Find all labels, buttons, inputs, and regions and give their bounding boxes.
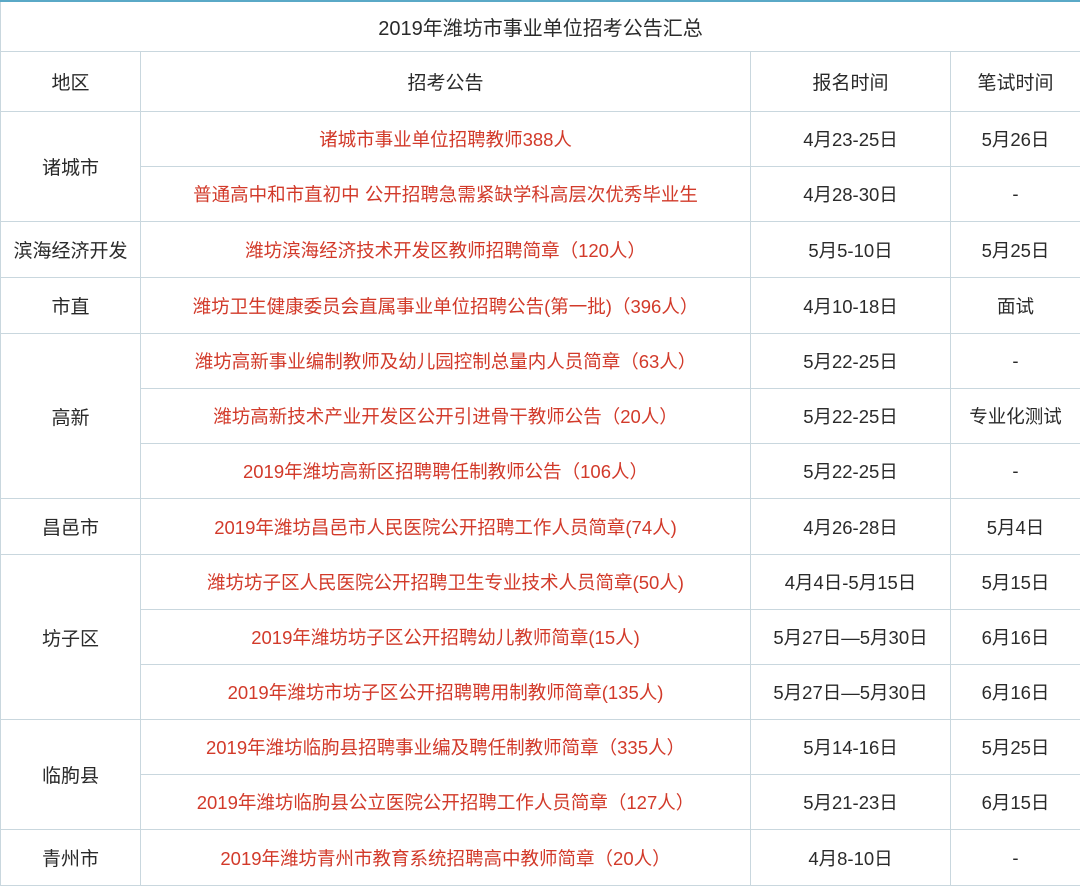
signup-time: 4月4日-5月15日: [751, 555, 951, 610]
exam-time: 5月25日: [951, 720, 1080, 775]
exam-time: -: [951, 334, 1080, 389]
region-cell: 滨海经济开发: [1, 222, 141, 278]
exam-time: 5月15日: [951, 555, 1080, 610]
table-row: 2019年潍坊市坊子区公开招聘聘用制教师简章(135人)5月27日—5月30日6…: [1, 665, 1080, 720]
signup-time: 5月22-25日: [751, 334, 951, 389]
signup-time: 5月22-25日: [751, 389, 951, 444]
table-row: 青州市2019年潍坊青州市教育系统招聘高中教师简章（20人）4月8-10日-: [1, 830, 1080, 886]
region-cell: 坊子区: [1, 555, 141, 720]
table-row: 临朐县2019年潍坊临朐县招聘事业编及聘任制教师简章（335人）5月14-16日…: [1, 720, 1080, 775]
col-header-region: 地区: [1, 52, 141, 112]
recruitment-table: 2019年潍坊市事业单位招考公告汇总 地区 招考公告 报名时间 笔试时间 诸城市…: [0, 0, 1080, 886]
region-cell: 临朐县: [1, 720, 141, 830]
announcement-link[interactable]: 2019年潍坊青州市教育系统招聘高中教师简章（20人）: [141, 830, 751, 886]
exam-time: -: [951, 444, 1080, 499]
table-row: 2019年潍坊高新区招聘聘任制教师公告（106人）5月22-25日-: [1, 444, 1080, 499]
region-cell: 诸城市: [1, 112, 141, 222]
table-row: 诸城市诸城市事业单位招聘教师388人4月23-25日5月26日: [1, 112, 1080, 167]
table-row: 2019年潍坊临朐县公立医院公开招聘工作人员简章（127人）5月21-23日6月…: [1, 775, 1080, 830]
exam-time: 5月4日: [951, 499, 1080, 555]
table-container: 2019年潍坊市事业单位招考公告汇总 地区 招考公告 报名时间 笔试时间 诸城市…: [0, 0, 1080, 886]
table-row: 潍坊高新技术产业开发区公开引进骨干教师公告（20人）5月22-25日专业化测试: [1, 389, 1080, 444]
signup-time: 4月23-25日: [751, 112, 951, 167]
signup-time: 5月22-25日: [751, 444, 951, 499]
signup-time: 5月21-23日: [751, 775, 951, 830]
table-row: 市直潍坊卫生健康委员会直属事业单位招聘公告(第一批)（396人）4月10-18日…: [1, 278, 1080, 334]
announcement-link[interactable]: 潍坊卫生健康委员会直属事业单位招聘公告(第一批)（396人）: [141, 278, 751, 334]
table-header-row: 地区 招考公告 报名时间 笔试时间: [1, 52, 1080, 112]
table-title-row: 2019年潍坊市事业单位招考公告汇总: [1, 1, 1080, 52]
announcement-link[interactable]: 潍坊高新技术产业开发区公开引进骨干教师公告（20人）: [141, 389, 751, 444]
announcement-link[interactable]: 2019年潍坊高新区招聘聘任制教师公告（106人）: [141, 444, 751, 499]
exam-time: 5月25日: [951, 222, 1080, 278]
announcement-link[interactable]: 2019年潍坊坊子区公开招聘幼儿教师简章(15人): [141, 610, 751, 665]
table-row: 坊子区潍坊坊子区人民医院公开招聘卫生专业技术人员简章(50人)4月4日-5月15…: [1, 555, 1080, 610]
announcement-link[interactable]: 2019年潍坊市坊子区公开招聘聘用制教师简章(135人): [141, 665, 751, 720]
signup-time: 5月5-10日: [751, 222, 951, 278]
signup-time: 4月26-28日: [751, 499, 951, 555]
table-title: 2019年潍坊市事业单位招考公告汇总: [1, 1, 1080, 52]
announcement-link[interactable]: 普通高中和市直初中 公开招聘急需紧缺学科高层次优秀毕业生: [141, 167, 751, 222]
signup-time: 4月10-18日: [751, 278, 951, 334]
exam-time: 6月16日: [951, 665, 1080, 720]
table-row: 普通高中和市直初中 公开招聘急需紧缺学科高层次优秀毕业生4月28-30日-: [1, 167, 1080, 222]
exam-time: -: [951, 830, 1080, 886]
announcement-link[interactable]: 2019年潍坊昌邑市人民医院公开招聘工作人员简章(74人): [141, 499, 751, 555]
table-row: 昌邑市2019年潍坊昌邑市人民医院公开招聘工作人员简章(74人)4月26-28日…: [1, 499, 1080, 555]
announcement-link[interactable]: 潍坊坊子区人民医院公开招聘卫生专业技术人员简章(50人): [141, 555, 751, 610]
signup-time: 5月14-16日: [751, 720, 951, 775]
announcement-link[interactable]: 潍坊滨海经济技术开发区教师招聘简章（120人）: [141, 222, 751, 278]
exam-time: -: [951, 167, 1080, 222]
signup-time: 4月28-30日: [751, 167, 951, 222]
col-header-exam: 笔试时间: [951, 52, 1080, 112]
exam-time: 5月26日: [951, 112, 1080, 167]
table-row: 高新潍坊高新事业编制教师及幼儿园控制总量内人员简章（63人）5月22-25日-: [1, 334, 1080, 389]
signup-time: 4月8-10日: [751, 830, 951, 886]
col-header-link: 招考公告: [141, 52, 751, 112]
exam-time: 6月15日: [951, 775, 1080, 830]
region-cell: 市直: [1, 278, 141, 334]
region-cell: 昌邑市: [1, 499, 141, 555]
exam-time: 面试: [951, 278, 1080, 334]
region-cell: 高新: [1, 334, 141, 499]
announcement-link[interactable]: 潍坊高新事业编制教师及幼儿园控制总量内人员简章（63人）: [141, 334, 751, 389]
table-row: 2019年潍坊坊子区公开招聘幼儿教师简章(15人)5月27日—5月30日6月16…: [1, 610, 1080, 665]
col-header-signup: 报名时间: [751, 52, 951, 112]
table-row: 滨海经济开发潍坊滨海经济技术开发区教师招聘简章（120人）5月5-10日5月25…: [1, 222, 1080, 278]
signup-time: 5月27日—5月30日: [751, 610, 951, 665]
exam-time: 专业化测试: [951, 389, 1080, 444]
announcement-link[interactable]: 2019年潍坊临朐县招聘事业编及聘任制教师简章（335人）: [141, 720, 751, 775]
exam-time: 6月16日: [951, 610, 1080, 665]
announcement-link[interactable]: 2019年潍坊临朐县公立医院公开招聘工作人员简章（127人）: [141, 775, 751, 830]
signup-time: 5月27日—5月30日: [751, 665, 951, 720]
region-cell: 青州市: [1, 830, 141, 886]
announcement-link[interactable]: 诸城市事业单位招聘教师388人: [141, 112, 751, 167]
